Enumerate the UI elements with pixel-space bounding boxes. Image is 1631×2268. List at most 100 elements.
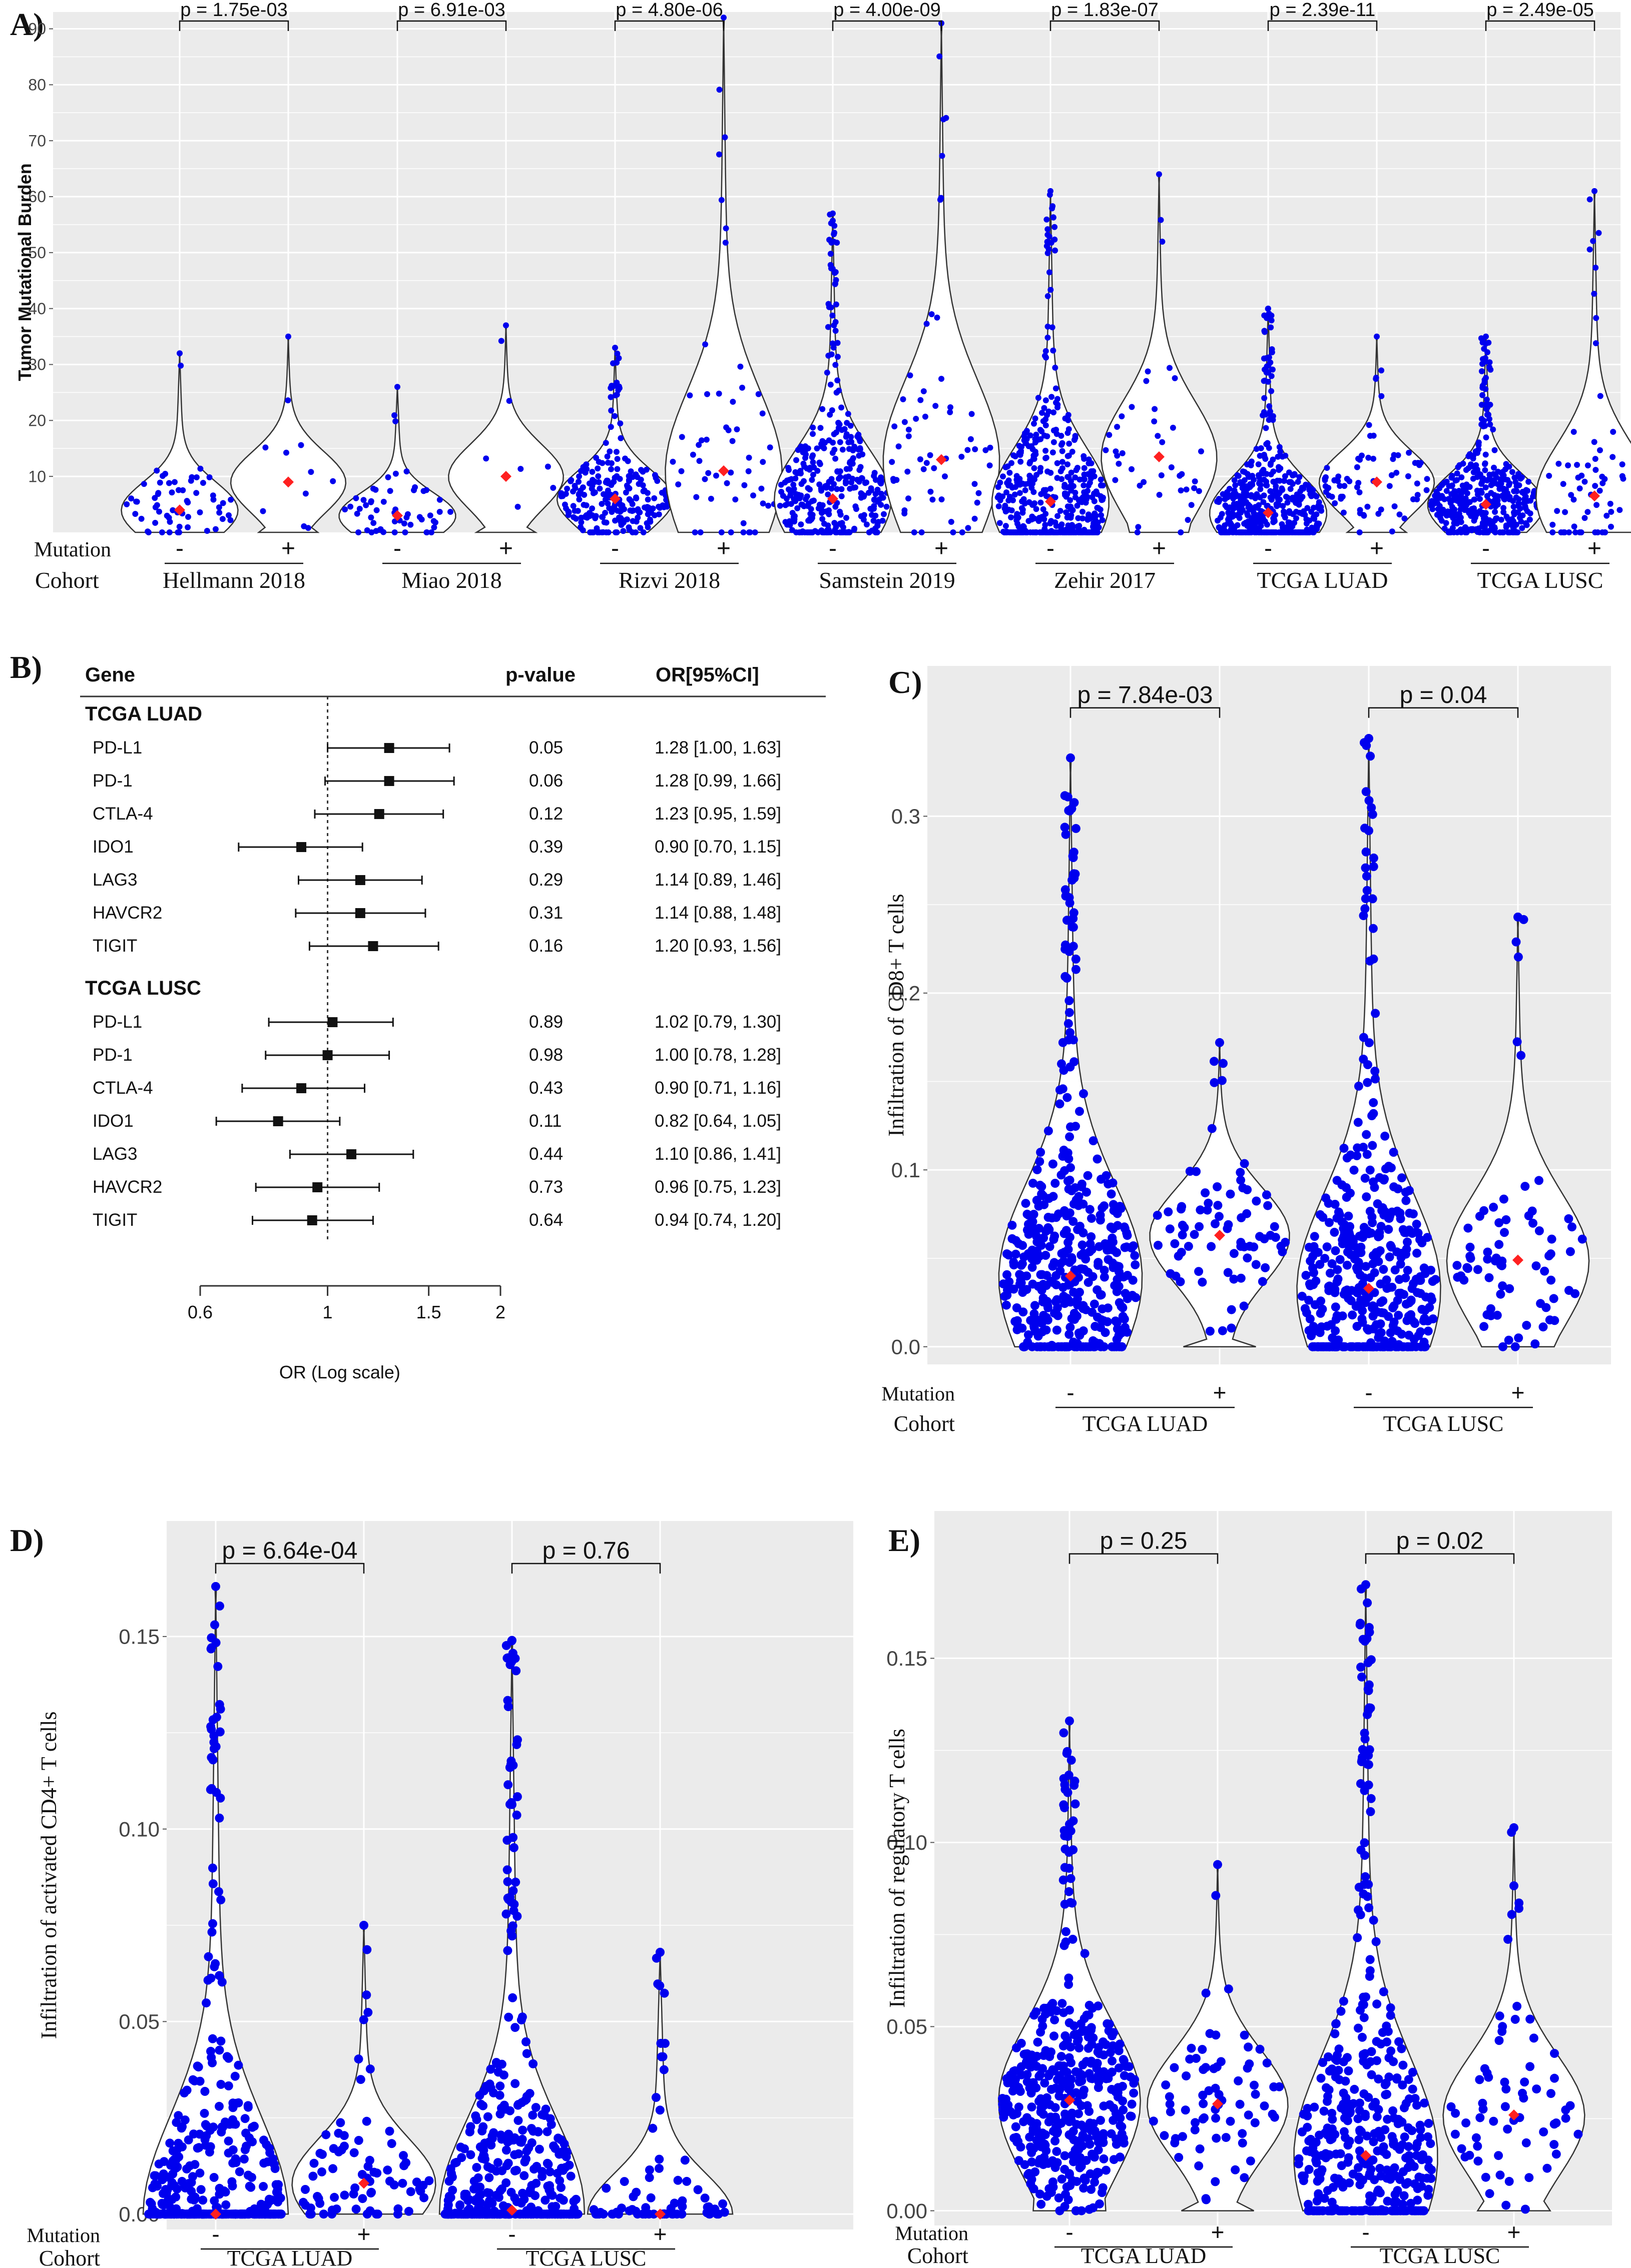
data-point [831,431,837,437]
data-point [1053,399,1059,406]
data-point [216,509,223,516]
data-point [810,471,816,478]
data-point [1126,2072,1135,2082]
data-point [1353,1118,1363,1127]
data-point [193,490,200,496]
data-point [626,496,633,502]
data-point [514,2149,523,2158]
data-point [1030,1301,1039,1310]
data-point [1450,496,1457,503]
data-point [340,2141,349,2151]
data-point [802,448,808,454]
data-point [1335,473,1342,480]
data-point [550,485,557,491]
data-point [1087,1214,1096,1223]
data-point [1215,517,1221,524]
data-point [1110,1342,1119,1351]
data-point [972,446,978,452]
data-point [1083,496,1090,502]
data-point [456,2142,465,2152]
data-point [1378,367,1385,374]
data-point [1246,529,1253,535]
data-point [172,2209,181,2219]
data-point [1296,474,1303,480]
data-point [830,439,836,446]
data-point [263,2157,272,2166]
data-point [1386,483,1393,489]
data-point [1370,1066,1380,1076]
data-point [1007,1220,1017,1230]
data-point [869,506,875,512]
data-point [814,468,821,474]
data-point [1412,1219,1421,1229]
data-point [614,359,620,366]
data-point [576,496,583,503]
data-point [1079,1248,1088,1258]
data-point [566,509,572,516]
data-point [1480,423,1486,430]
p-value: 0.11 [529,1111,562,1131]
data-point [1498,1342,1507,1351]
data-point [132,511,139,517]
data-point [1578,472,1585,479]
data-point [1267,488,1274,494]
data-point [1361,847,1371,857]
data-point [804,493,810,500]
data-point [1029,1210,1038,1219]
y-tick-label: 10 [28,467,46,485]
median-marker [827,493,838,504]
data-point [1058,1875,1068,1885]
data-point [1522,496,1529,502]
data-point [883,503,890,510]
data-point [1353,1265,1362,1275]
data-point [860,493,867,500]
p-value: 0.43 [529,1078,563,1098]
data-point [154,467,160,474]
data-point [1483,434,1489,441]
data-point [1584,509,1591,515]
p-value: 0.44 [529,1144,563,1164]
data-point [527,2181,536,2190]
data-point [1081,456,1088,462]
data-point [1609,454,1616,460]
or-point [384,743,394,753]
data-point [194,2062,203,2072]
data-point [1066,1874,1075,1883]
data-point [224,2081,233,2090]
data-point [182,2085,192,2095]
data-point [1246,474,1252,480]
data-point [1066,2058,1075,2067]
data-point [758,485,765,492]
header-or: OR[95%CI] [656,664,759,686]
data-point [394,384,400,390]
data-point [1185,517,1191,523]
data-point [1215,1038,1224,1047]
data-point [870,517,877,524]
data-point [1576,485,1583,492]
data-point [637,525,644,531]
data-point [1252,494,1259,501]
data-point [215,2045,224,2055]
data-point [472,2115,481,2124]
data-point [1419,1337,1429,1347]
data-point [1045,246,1052,253]
data-point [193,474,200,480]
data-point [1322,475,1328,482]
data-point [1035,1157,1044,1166]
data-point [1367,1111,1377,1120]
data-point [1491,464,1497,471]
data-point [644,520,650,526]
data-point [1158,217,1164,223]
data-point [1165,1224,1175,1234]
data-point [618,502,624,509]
data-point [931,465,937,471]
y-tick-label: 20 [28,412,46,430]
data-point [1090,513,1097,519]
data-point [1051,224,1058,230]
data-point [836,475,842,482]
data-point [1363,1060,1372,1069]
data-point [1195,1222,1204,1231]
data-point [1283,493,1289,500]
data-point [1482,484,1489,491]
data-point [407,521,414,528]
